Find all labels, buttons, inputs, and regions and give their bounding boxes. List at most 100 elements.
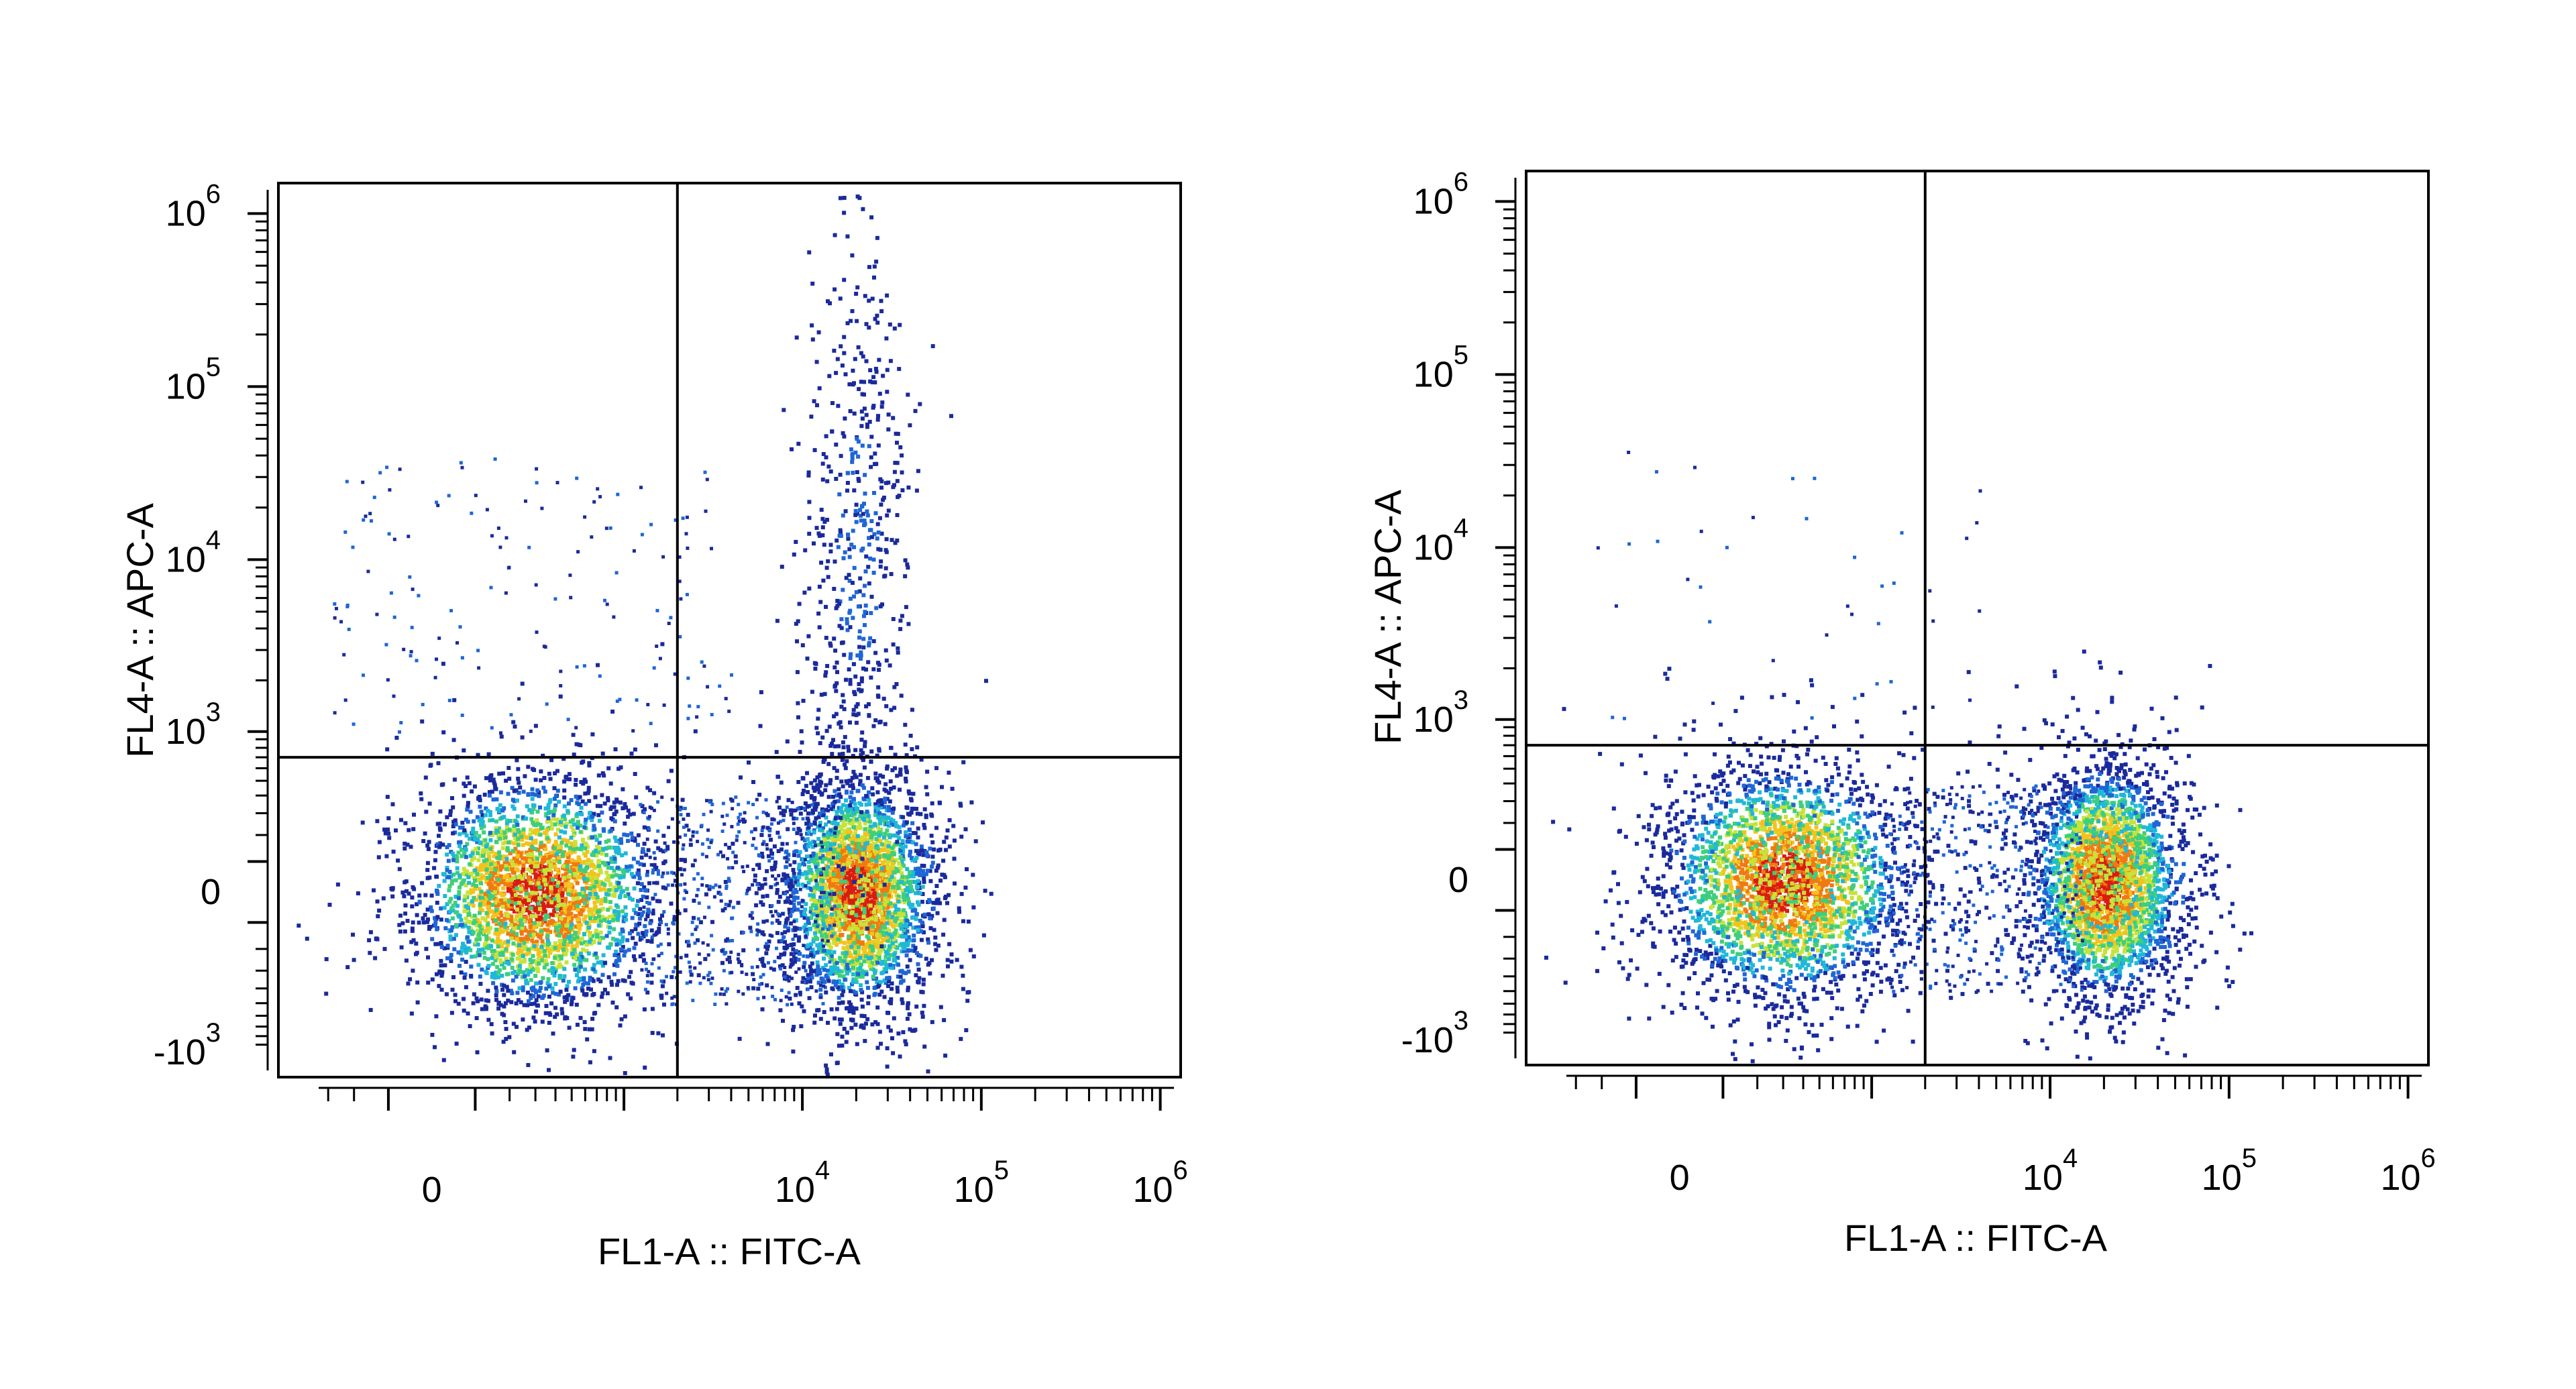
event-dot [578, 952, 583, 956]
event-dot [454, 1042, 459, 1046]
event-dot [516, 998, 521, 1003]
event-dot [456, 950, 461, 955]
event-dot [451, 936, 456, 941]
event-dot [451, 738, 456, 742]
event-dot [462, 975, 467, 980]
event-dot [578, 926, 582, 931]
event-dot [484, 858, 489, 863]
event-dot [538, 851, 543, 856]
event-dot [564, 824, 568, 829]
event-dot [562, 779, 567, 784]
event-dot [624, 912, 629, 917]
event-dot [835, 942, 839, 947]
event-dot [586, 926, 591, 930]
event-dot [880, 915, 885, 920]
event-dot [428, 925, 433, 930]
event-dot [635, 860, 640, 865]
event-dot [496, 1001, 501, 1005]
event-dot [504, 960, 509, 965]
event-dot [570, 944, 575, 948]
event-dot [468, 920, 473, 925]
event-dot [476, 753, 480, 757]
event-dot [408, 977, 413, 982]
event-dot [446, 858, 451, 863]
event-dot [455, 854, 459, 859]
event-dot [894, 923, 899, 928]
event-dot [584, 801, 588, 806]
event-dot [546, 839, 551, 844]
event-dot [482, 830, 486, 835]
event-dot [571, 732, 576, 737]
event-dot [476, 933, 481, 938]
event-dot [515, 932, 519, 936]
event-dot [515, 798, 519, 803]
event-dot [588, 811, 592, 816]
event-dot [556, 873, 561, 877]
event-dot [407, 891, 411, 896]
event-dot [574, 814, 579, 818]
event-dot [478, 924, 482, 928]
event-dot [402, 894, 407, 899]
event-dot [403, 911, 408, 916]
event-dot [649, 940, 654, 944]
event-dot [513, 724, 517, 729]
event-dot [459, 970, 464, 975]
event-dot [521, 985, 525, 990]
event-dot [537, 961, 541, 966]
event-dot [515, 856, 519, 860]
event-dot [475, 1050, 480, 1054]
event-dot [811, 937, 816, 942]
event-dot [849, 836, 854, 841]
event-dot [849, 1005, 854, 1010]
event-dot [450, 851, 455, 856]
event-dot [863, 834, 867, 838]
event-dot [470, 899, 474, 903]
event-dot [529, 916, 533, 921]
event-dot [614, 838, 619, 843]
event-dot [516, 919, 520, 924]
event-dot [490, 1031, 494, 1036]
event-dot [536, 847, 541, 852]
event-dot [543, 917, 547, 922]
event-dot [469, 974, 474, 978]
event-dot [556, 880, 561, 885]
event-dot [461, 872, 466, 877]
event-dot [535, 856, 539, 861]
event-dot [816, 964, 820, 969]
event-dot [479, 826, 484, 830]
event-dot [630, 915, 635, 920]
event-dot [501, 841, 506, 846]
event-dot [585, 844, 590, 849]
event-dot [385, 747, 390, 752]
event-dot [641, 894, 645, 899]
event-dot [410, 895, 415, 900]
event-dot [539, 929, 543, 934]
event-dot [553, 808, 557, 812]
event-dot [623, 821, 627, 826]
event-dot [604, 846, 608, 851]
event-dot [560, 893, 565, 898]
event-dot [594, 853, 599, 858]
event-dot [590, 1017, 595, 1021]
event-dot [625, 869, 629, 873]
event-dot [823, 932, 828, 936]
event-dot [853, 801, 857, 806]
event-dot [526, 991, 530, 995]
event-dot [623, 801, 627, 806]
event-dot [897, 825, 902, 830]
event-dot [658, 848, 663, 852]
event-dot [529, 978, 533, 983]
event-dot [489, 867, 494, 871]
event-dot [517, 956, 522, 960]
event-dot [597, 884, 602, 889]
event-dot [814, 852, 818, 857]
event-dot [531, 1015, 536, 1020]
event-dot [596, 1003, 601, 1007]
event-dot [542, 948, 547, 953]
event-dot [898, 771, 902, 775]
event-dot [592, 812, 596, 816]
event-dot [549, 912, 553, 917]
event-dot [905, 938, 910, 943]
event-dot [535, 940, 539, 944]
event-dot [673, 879, 678, 883]
